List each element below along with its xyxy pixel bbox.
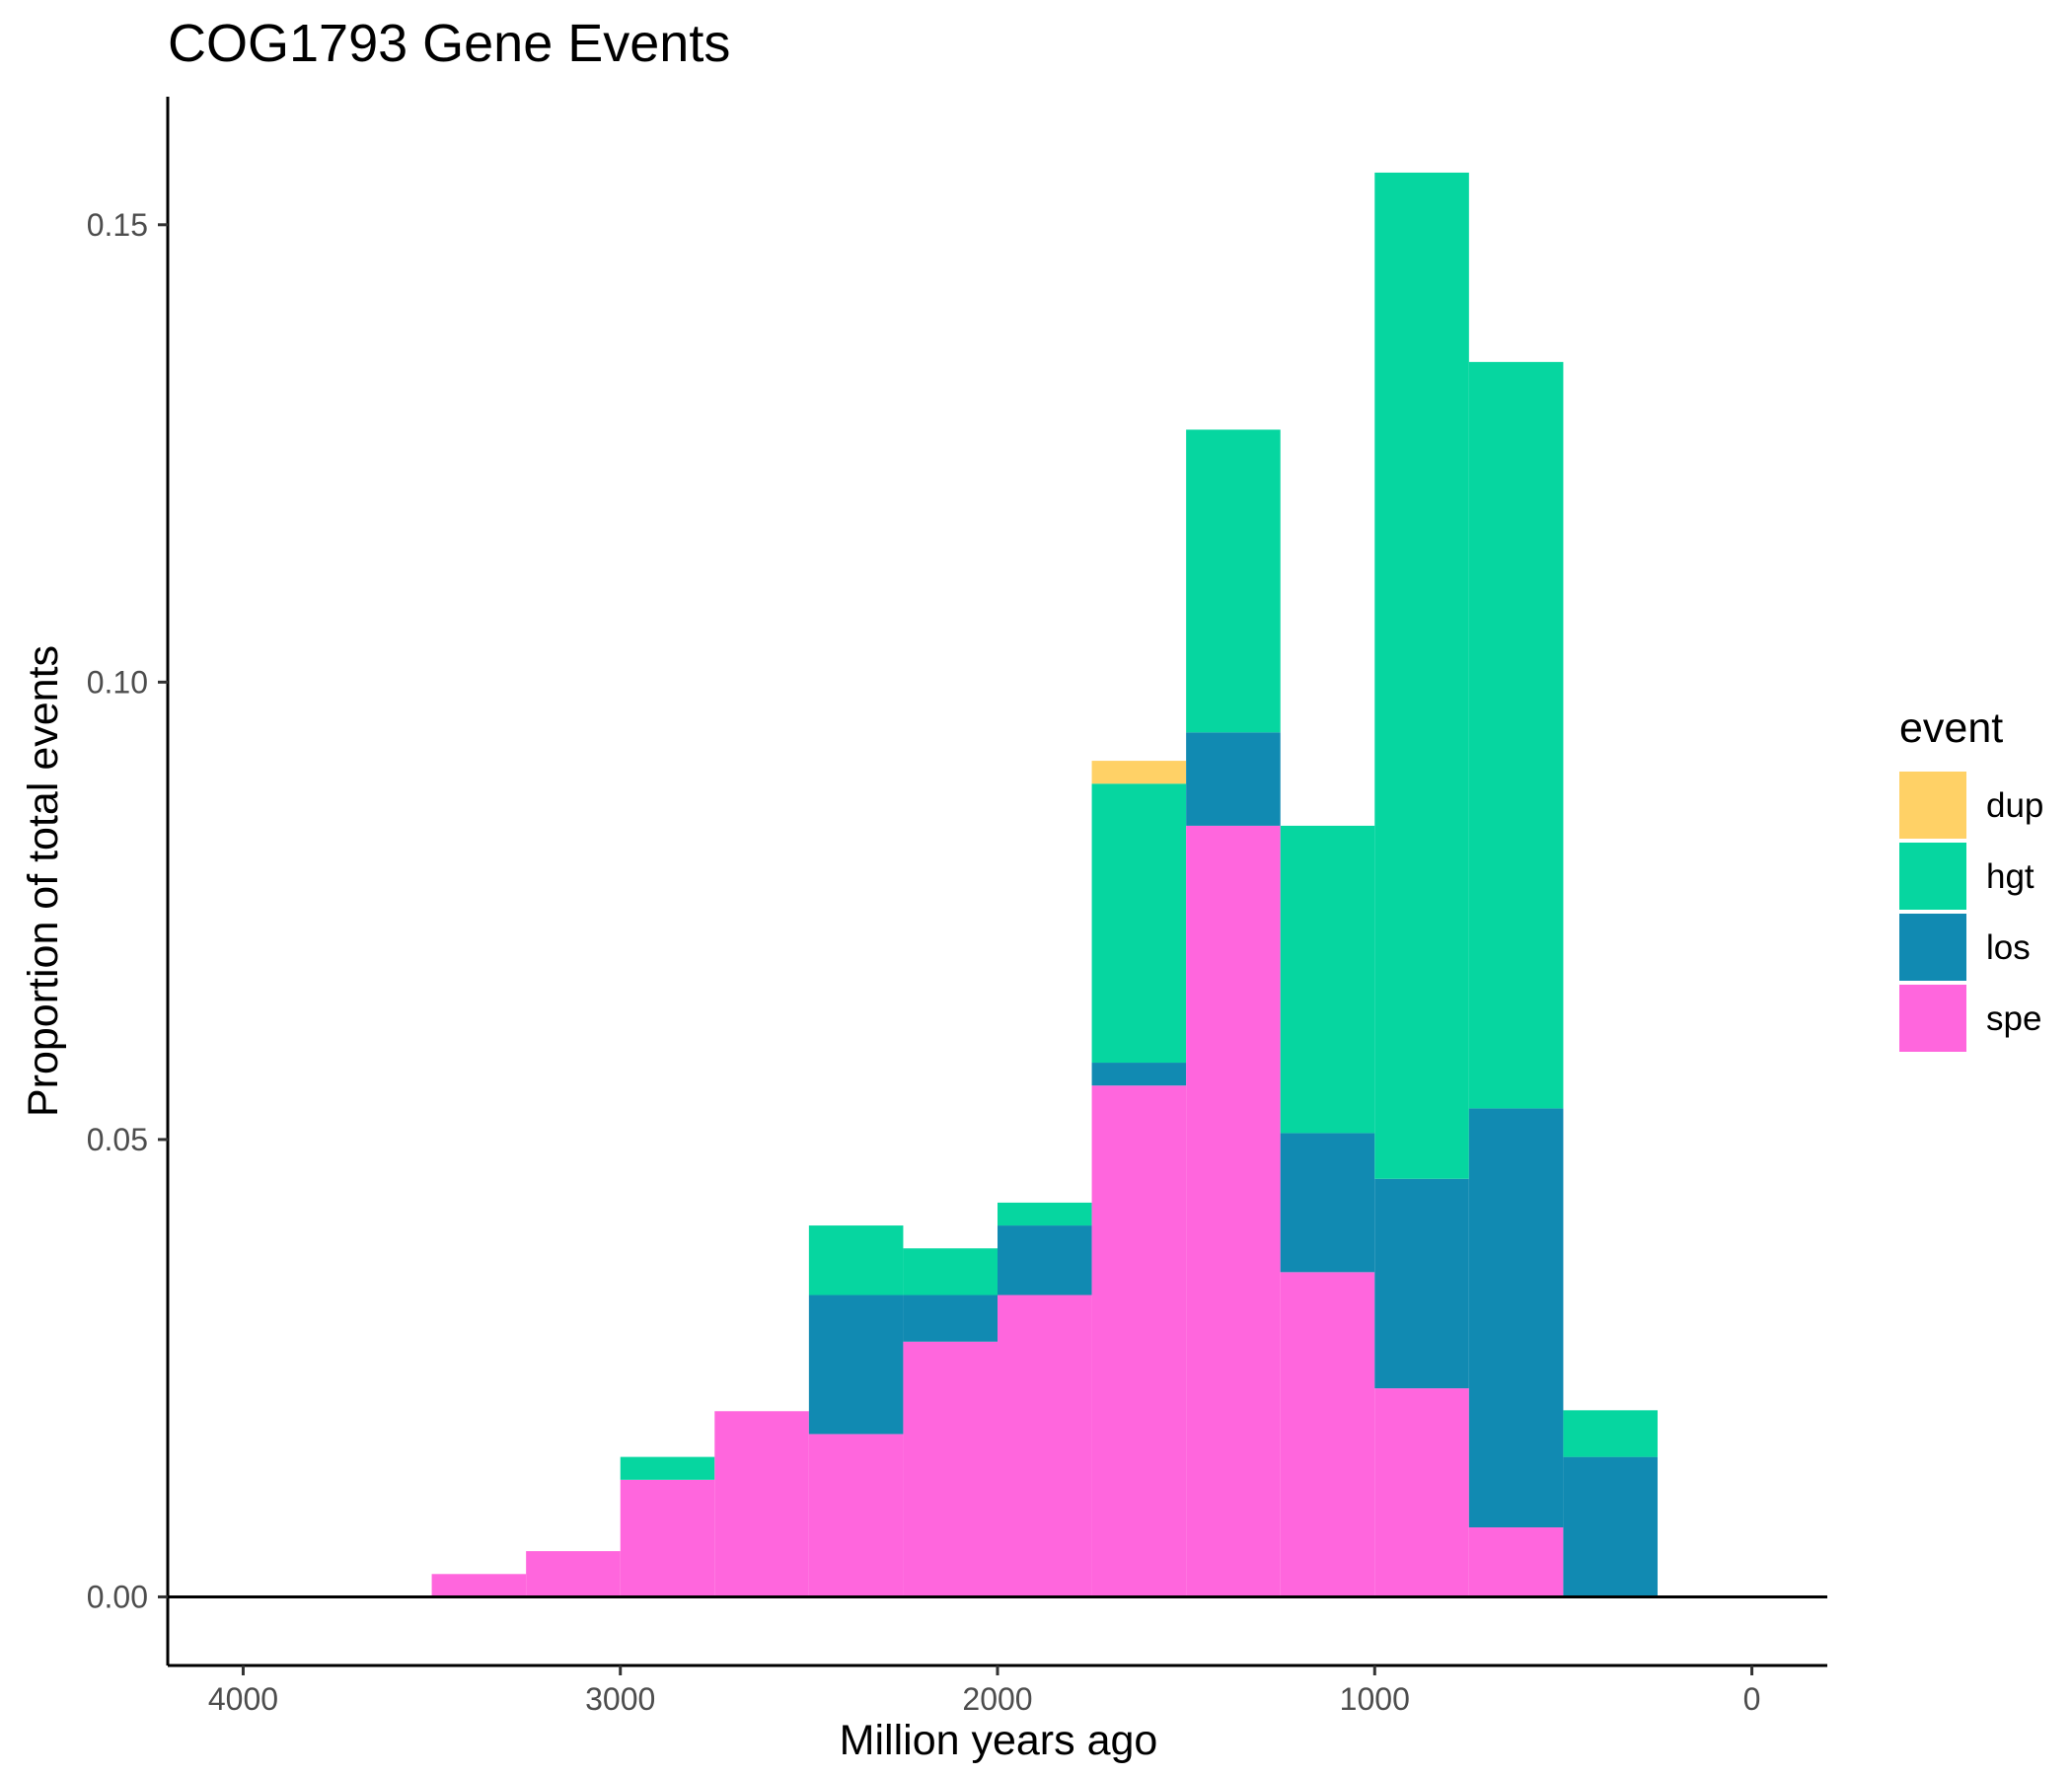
bar-hgt-375 — [1563, 1410, 1658, 1457]
legend-label-spe: spe — [1986, 999, 2041, 1038]
bar-spe-2375 — [808, 1434, 904, 1597]
legend-key-spe — [1899, 985, 1966, 1052]
bar-los-875 — [1374, 1178, 1469, 1389]
bar-spe-625 — [1468, 1527, 1564, 1597]
y-tick-label: 0.05 — [87, 1122, 148, 1157]
x-tick-label: 0 — [1743, 1681, 1761, 1717]
bar-los-375 — [1563, 1456, 1658, 1597]
bar-hgt-2375 — [808, 1225, 904, 1295]
x-tick-label: 4000 — [208, 1681, 278, 1717]
legend-key-dup — [1899, 772, 1966, 839]
bar-hgt-2125 — [903, 1248, 998, 1295]
y-tick-label: 0.10 — [87, 664, 148, 700]
bar-los-1875 — [998, 1225, 1092, 1295]
bar-spe-2125 — [903, 1341, 998, 1597]
x-tick-label: 1000 — [1340, 1681, 1410, 1717]
bar-los-625 — [1468, 1108, 1564, 1528]
y-tick-label: 0.15 — [87, 207, 148, 243]
legend-title: event — [1899, 704, 2003, 752]
chart-title: COG1793 Gene Events — [168, 14, 730, 73]
bar-los-1125 — [1280, 1133, 1375, 1273]
bars-layer — [431, 172, 1658, 1597]
bar-los-2125 — [903, 1295, 998, 1342]
bar-spe-1125 — [1280, 1272, 1375, 1597]
y-tick-label: 0.00 — [87, 1579, 148, 1614]
bar-spe-2625 — [714, 1411, 809, 1597]
x-tick-label: 2000 — [962, 1681, 1032, 1717]
bar-spe-1375 — [1186, 825, 1281, 1597]
bar-hgt-1375 — [1186, 429, 1281, 733]
bar-hgt-2875 — [620, 1456, 715, 1480]
bar-hgt-1875 — [998, 1202, 1092, 1226]
y-axis-title: Proportion of total events — [20, 645, 67, 1117]
legend-label-hgt: hgt — [1986, 857, 2035, 896]
legend-label-los: los — [1986, 928, 2031, 967]
legend: event dup hgt los spe — [1899, 704, 2043, 1052]
bar-los-1625 — [1091, 1063, 1187, 1086]
x-tick-label: 3000 — [585, 1681, 655, 1717]
y-axis-ticks: 0.00 0.05 0.10 0.15 — [87, 207, 168, 1614]
bar-spe-1625 — [1091, 1085, 1187, 1597]
bar-hgt-1625 — [1091, 783, 1187, 1064]
bar-dup-1625 — [1091, 761, 1187, 784]
bar-hgt-625 — [1468, 361, 1564, 1109]
x-axis-title: Million years ago — [840, 1717, 1158, 1764]
bar-hgt-875 — [1374, 172, 1469, 1179]
bar-los-2375 — [808, 1295, 904, 1435]
bar-hgt-1125 — [1280, 825, 1375, 1134]
bar-spe-3375 — [431, 1574, 527, 1597]
bar-los-1375 — [1186, 732, 1281, 826]
bar-spe-875 — [1374, 1388, 1469, 1597]
bar-spe-3125 — [526, 1551, 621, 1597]
legend-key-los — [1899, 914, 1966, 981]
legend-label-dup: dup — [1986, 786, 2043, 825]
legend-key-hgt — [1899, 843, 1966, 910]
bar-spe-2875 — [620, 1479, 715, 1597]
bar-spe-1875 — [998, 1295, 1092, 1597]
x-axis-ticks: 4000 3000 2000 1000 0 — [208, 1665, 1761, 1717]
